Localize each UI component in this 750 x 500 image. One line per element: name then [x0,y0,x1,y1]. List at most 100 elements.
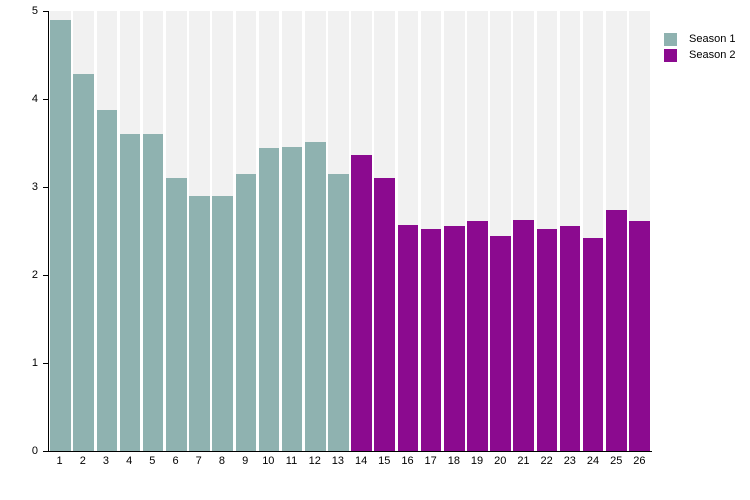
bar-column-12 [305,11,326,451]
bar-episode-7 [189,195,210,451]
x-tick-label-2: 2 [79,455,86,467]
bar-episode-24 [582,238,604,451]
bar-episode-8 [212,195,233,451]
bar-episode-18 [443,225,465,451]
x-tick-label-25: 25 [610,455,623,467]
x-tick-label-22: 22 [540,455,553,467]
y-tick-mark-3 [43,187,48,188]
bar-column-11 [281,11,303,451]
bar-column-4 [119,11,141,451]
bar-column-14 [351,11,372,451]
bar-column-7 [189,11,210,451]
bar-column-3 [96,11,118,451]
x-tick-label-19: 19 [470,455,484,467]
x-tick-label-8: 8 [218,455,225,467]
bar-column-17 [420,11,442,451]
bar-episode-21 [513,220,534,451]
bar-column-16 [397,11,419,451]
legend-swatch-season-2 [664,48,677,62]
legend-label-season-1: Season 1 [689,32,736,45]
bar-episode-22 [536,229,558,451]
bar-episode-1 [50,19,71,451]
x-tick-label-20: 20 [494,455,507,467]
x-tick-label-24: 24 [586,455,600,467]
y-tick-label-4: 4 [31,93,38,105]
x-tick-label-4: 4 [126,455,133,467]
y-tick-mark-4 [43,99,48,100]
bar-column-21 [513,11,534,451]
bar-episode-12 [305,142,326,451]
bar-column-26 [629,11,650,451]
bar-episode-15 [374,178,396,451]
y-tick-label-5: 5 [31,5,38,17]
bar-episode-19 [467,221,488,451]
plot-columns [49,11,651,451]
x-tick-label-5: 5 [149,455,156,467]
x-tick-label-3: 3 [102,455,110,467]
x-tick-label-18: 18 [447,455,460,467]
bar-column-24 [582,11,604,451]
x-tick-label-15: 15 [378,455,391,467]
bar-episode-2 [73,74,95,451]
x-tick-label-11: 11 [285,455,298,467]
bar-column-1 [50,11,71,451]
legend-entry-season-1: Season 1 [664,31,735,47]
bar-column-13 [328,11,349,451]
bar-episode-6 [166,178,187,451]
y-tick-mark-0 [43,451,48,452]
y-tick-mark-5 [43,11,48,12]
bar-episode-10 [258,148,280,451]
legend-label-season-2: Season 2 [689,48,736,61]
bar-episode-3 [96,110,118,451]
legend: Season 1 Season 2 [664,31,735,63]
y-axis-line [48,11,49,452]
bar-column-25 [606,11,627,451]
bar-column-2 [73,11,95,451]
bar-column-9 [235,11,257,451]
x-tick-label-21: 21 [517,455,530,467]
legend-swatch-season-1 [664,32,677,46]
bar-column-22 [536,11,558,451]
bar-column-18 [443,11,465,451]
x-tick-label-13: 13 [331,455,345,467]
bar-column-5 [142,11,164,451]
bar-episode-25 [606,209,627,451]
bar-episode-23 [559,225,581,451]
bar-column-19 [467,11,488,451]
bar-episode-20 [490,236,511,451]
x-tick-label-14: 14 [354,455,368,467]
bar-episode-26 [629,221,650,451]
bar-column-23 [559,11,581,451]
x-tick-label-26: 26 [633,455,646,467]
bar-column-20 [490,11,511,451]
y-tick-label-1: 1 [31,357,38,369]
x-tick-label-7: 7 [195,455,202,467]
bar-episode-4 [119,134,141,451]
x-tick-label-16: 16 [401,455,414,467]
bar-episode-17 [420,229,442,451]
x-tick-label-23: 23 [563,455,576,467]
bar-episode-9 [235,173,257,451]
y-tick-label-2: 2 [31,269,38,281]
bar-episode-16 [397,224,419,451]
x-tick-label-12: 12 [308,455,321,467]
x-axis-line [48,451,652,452]
y-tick-mark-2 [43,275,48,276]
x-tick-label-9: 9 [242,455,249,467]
x-tick-label-10: 10 [262,455,275,467]
bar-episode-11 [281,146,303,451]
x-tick-label-6: 6 [172,455,179,467]
x-tick-label-17: 17 [424,455,437,467]
y-tick-label-3: 3 [31,181,38,193]
bar-column-10 [258,11,280,451]
bar-column-15 [374,11,396,451]
bar-episode-13 [328,173,349,451]
bar-episode-14 [351,155,372,451]
y-tick-label-0: 0 [31,445,38,457]
x-tick-label-1: 1 [56,455,63,467]
legend-entry-season-2: Season 2 [664,47,735,63]
bar-episode-5 [142,134,164,451]
y-tick-mark-1 [43,363,48,364]
bar-column-8 [212,11,233,451]
